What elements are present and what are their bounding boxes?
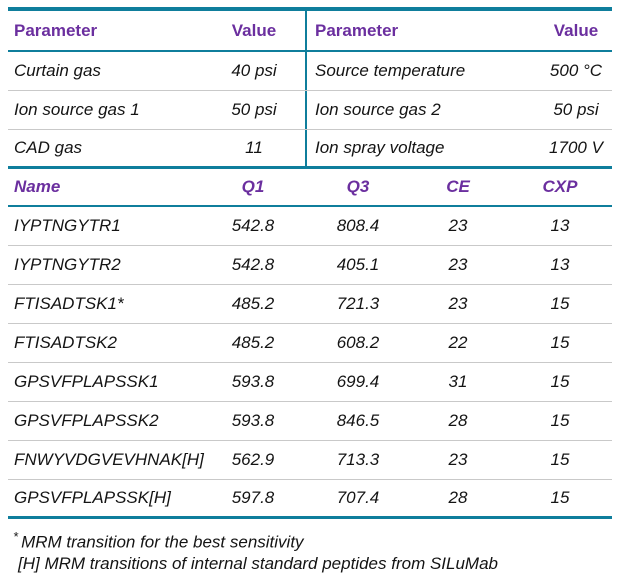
- column-header-q1: Q1: [241, 177, 265, 196]
- asterisk-marker: *: [13, 529, 19, 544]
- ce-value: 23: [448, 216, 468, 235]
- footnote-star: * MRM transition for the best sensitivity: [8, 526, 612, 553]
- q1-value: 593.8: [231, 372, 275, 391]
- peptide-name: FNWYVDGVEVHNAK[H]: [14, 450, 204, 469]
- ce-value: 23: [448, 450, 468, 469]
- q1-value: 542.8: [231, 216, 275, 235]
- peptide-name: IYPTNGYTR1: [14, 216, 121, 235]
- cxp-value: 15: [550, 333, 570, 352]
- parameter-value: 50 psi: [553, 100, 599, 119]
- cxp-value: 15: [550, 488, 570, 507]
- cxp-value: 15: [550, 372, 570, 391]
- parameter-value: 500 °C: [549, 61, 603, 80]
- column-header-parameter-left: Parameter: [14, 20, 98, 40]
- table-row: CAD gas 11 Ion spray voltage 1700 V: [8, 130, 612, 169]
- parameter-name: Curtain gas: [14, 61, 101, 80]
- q3-value: 707.4: [336, 488, 380, 507]
- ce-value: 22: [448, 333, 468, 352]
- parameter-name: Source temperature: [305, 52, 540, 90]
- cxp-value: 13: [550, 255, 570, 274]
- parameter-name: Ion source gas 1: [14, 100, 140, 119]
- column-header-ce: CE: [446, 177, 470, 196]
- tables-container: Parameter Value Parameter Value Curtain …: [8, 7, 612, 574]
- mrm-transitions-table: Name Q1 Q3 CE CXP IYPTNGYTR1 542.8 808.4…: [8, 169, 612, 519]
- table-row: FTISADTSK2 485.2 608.2 22 15: [8, 324, 612, 363]
- table-row: Curtain gas 40 psi Source temperature 50…: [8, 52, 612, 91]
- parameter-name: Ion source gas 2: [305, 91, 540, 129]
- table-row: IYPTNGYTR2 542.8 405.1 23 13: [8, 246, 612, 285]
- table-row: FNWYVDGVEVHNAK[H] 562.9 713.3 23 15: [8, 441, 612, 480]
- parameter-value: 50 psi: [231, 100, 277, 119]
- source-parameters-header-row: Parameter Value Parameter Value: [8, 11, 612, 52]
- parameter-name: CAD gas: [14, 138, 83, 157]
- table-row: IYPTNGYTR1 542.8 808.4 23 13: [8, 207, 612, 246]
- table-row: GPSVFPLAPSSK[H] 597.8 707.4 28 15: [8, 480, 612, 519]
- peptide-name: GPSVFPLAPSSK1: [14, 372, 159, 391]
- q1-value: 485.2: [231, 294, 275, 313]
- peptide-name: GPSVFPLAPSSK[H]: [14, 488, 171, 507]
- table-row: Ion source gas 1 50 psi Ion source gas 2…: [8, 91, 612, 130]
- column-header-cxp: CXP: [542, 177, 578, 196]
- q1-value: 593.8: [231, 411, 275, 430]
- parameter-name: Ion spray voltage: [305, 130, 540, 166]
- table-footnotes: * MRM transition for the best sensitivity…: [8, 526, 612, 574]
- cxp-value: 13: [550, 216, 570, 235]
- peptide-name: GPSVFPLAPSSK2: [14, 411, 159, 430]
- parameter-value: 1700 V: [549, 138, 603, 157]
- cxp-value: 15: [550, 411, 570, 430]
- column-header-q3: Q3: [346, 177, 370, 196]
- ce-value: 23: [448, 255, 468, 274]
- ce-value: 23: [448, 294, 468, 313]
- footnote-star-text: MRM transition for the best sensitivity: [21, 532, 304, 552]
- peptide-name: FTISADTSK2: [14, 333, 117, 352]
- ce-value: 28: [448, 411, 468, 430]
- q3-value: 405.1: [336, 255, 380, 274]
- q3-value: 846.5: [336, 411, 380, 430]
- source-parameters-table: Parameter Value Parameter Value Curtain …: [8, 7, 612, 169]
- column-header-value-left: Value: [231, 20, 277, 40]
- ce-value: 28: [448, 488, 468, 507]
- parameter-value: 11: [245, 138, 263, 157]
- peptide-name: FTISADTSK1*: [14, 294, 124, 313]
- q3-value: 713.3: [336, 450, 380, 469]
- table-row: FTISADTSK1* 485.2 721.3 23 15: [8, 285, 612, 324]
- footnote-heavy-label: [H] MRM transitions of internal standard…: [18, 553, 498, 573]
- q1-value: 542.8: [231, 255, 275, 274]
- q3-value: 608.2: [336, 333, 380, 352]
- table-row: GPSVFPLAPSSK2 593.8 846.5 28 15: [8, 402, 612, 441]
- column-header-value-right: Value: [553, 20, 599, 40]
- q3-value: 808.4: [336, 216, 380, 235]
- table-row: GPSVFPLAPSSK1 593.8 699.4 31 15: [8, 363, 612, 402]
- mrm-header-row: Name Q1 Q3 CE CXP: [8, 169, 612, 207]
- parameter-value: 40 psi: [231, 61, 277, 80]
- q1-value: 597.8: [231, 488, 275, 507]
- cxp-value: 15: [550, 294, 570, 313]
- q3-value: 721.3: [336, 294, 380, 313]
- cxp-value: 15: [550, 450, 570, 469]
- ce-value: 31: [448, 372, 468, 391]
- peptide-name: IYPTNGYTR2: [14, 255, 121, 274]
- q3-value: 699.4: [336, 372, 380, 391]
- q1-value: 562.9: [231, 450, 275, 469]
- q1-value: 485.2: [231, 333, 275, 352]
- column-header-parameter-right: Parameter: [305, 11, 540, 50]
- column-header-name: Name: [14, 177, 61, 196]
